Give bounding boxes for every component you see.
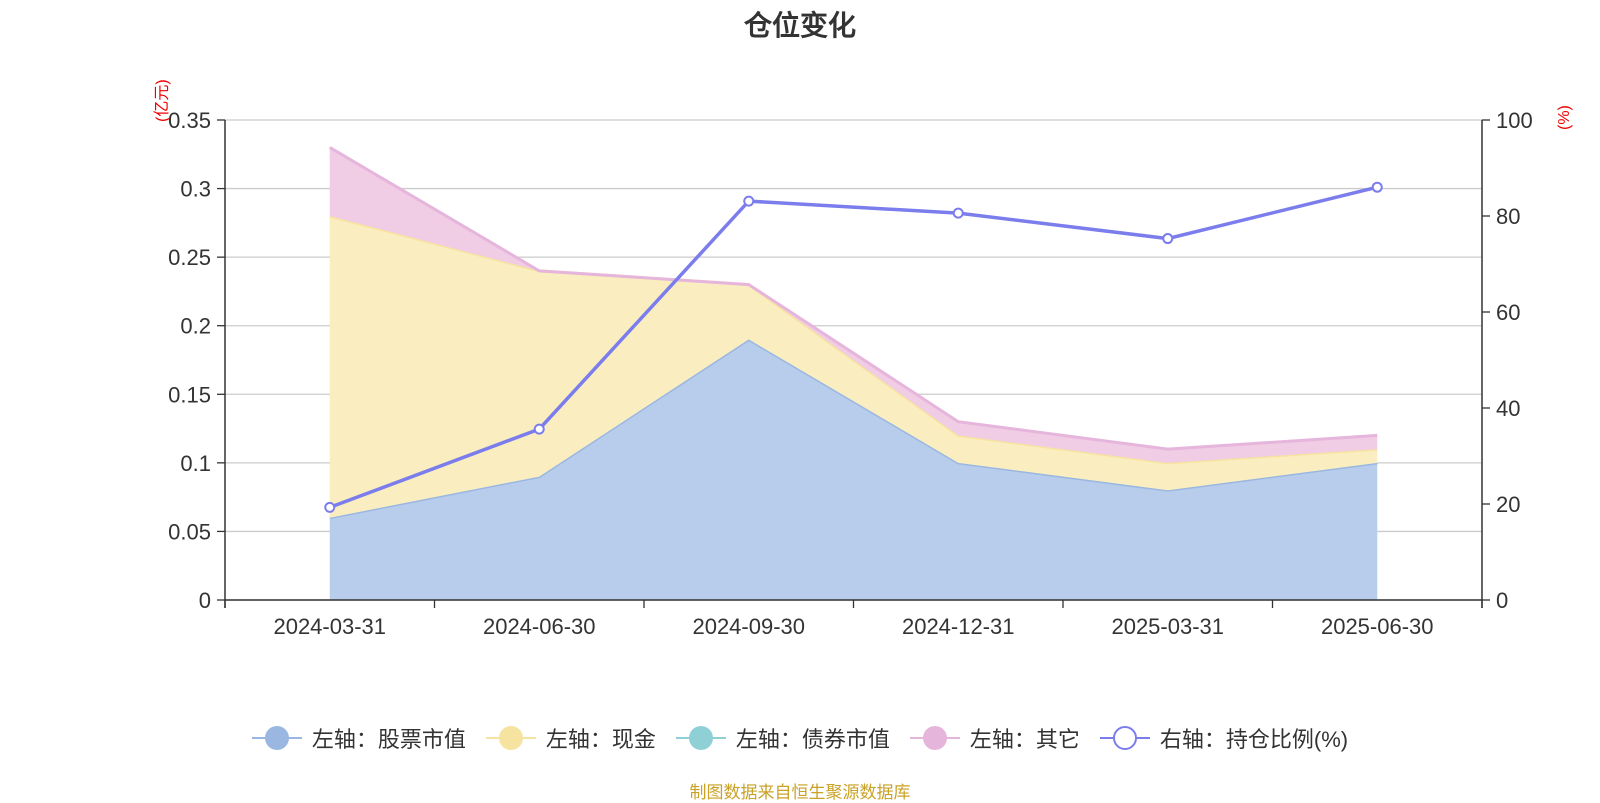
legend-item[interactable]: 左轴：股票市值 <box>251 722 466 754</box>
legend-item[interactable]: 左轴：其它 <box>909 722 1080 754</box>
line-series-ratio <box>329 185 1378 509</box>
right-tick-label: 60 <box>1496 300 1520 325</box>
legend-swatch-icon <box>675 724 726 752</box>
left-tick-label: 0.05 <box>168 519 211 544</box>
area-series-0 <box>329 339 1378 600</box>
right-tick-label: 40 <box>1496 396 1520 421</box>
ratio-point <box>743 195 755 207</box>
legend-label: 左轴：股票市值 <box>311 727 466 752</box>
x-tick-label: 2025-06-30 <box>1321 614 1434 639</box>
legend-item[interactable]: 左轴：现金 <box>485 722 656 754</box>
legend-item[interactable]: 左轴：债券市值 <box>675 722 890 754</box>
legend-label: 右轴：持仓比例(%) <box>1159 727 1349 752</box>
left-tick-label: 0.2 <box>180 314 211 339</box>
right-tick-label: 20 <box>1496 492 1520 517</box>
legend-label: 左轴：债券市值 <box>735 727 890 752</box>
left-tick-label: 0.15 <box>168 382 211 407</box>
legend-swatch-icon <box>251 724 302 752</box>
ratio-point <box>533 423 545 435</box>
area-line-series-3 <box>328 146 1378 451</box>
right-tick-label: 100 <box>1496 108 1533 133</box>
legend-swatch-icon <box>1099 724 1150 752</box>
chart-title: 仓位变化 <box>743 10 856 41</box>
left-tick-label: 0 <box>199 588 211 613</box>
legend-swatch-icon <box>909 724 960 752</box>
source-note: 制图数据来自恒生聚源数据库 <box>689 783 911 802</box>
x-tick-label: 2024-12-31 <box>902 614 1015 639</box>
legend-label: 左轴：其它 <box>969 727 1080 752</box>
ratio-point <box>324 501 336 513</box>
left-tick-label: 0.35 <box>168 108 211 133</box>
ratio-point <box>1371 181 1383 193</box>
legend-item[interactable]: 右轴：持仓比例(%) <box>1099 722 1349 754</box>
ratio-point <box>1162 233 1174 245</box>
right-tick-label: 80 <box>1496 204 1520 229</box>
legend-swatch-icon <box>485 724 536 752</box>
area-series-1 <box>329 216 1378 518</box>
x-tick-label: 2024-09-30 <box>692 614 805 639</box>
left-tick-label: 0.1 <box>180 451 211 476</box>
legend-label: 左轴：现金 <box>545 727 656 752</box>
chart-legend: 左轴：股票市值 左轴：现金 左轴：债券市值 左轴：其它 右轴：持仓比例(%) <box>0 722 1600 754</box>
x-tick-label: 2024-06-30 <box>483 614 596 639</box>
right-tick-label: 0 <box>1496 588 1508 613</box>
x-tick-label: 2025-03-31 <box>1111 614 1224 639</box>
ratio-point <box>952 207 964 219</box>
left-tick-label: 0.25 <box>168 245 211 270</box>
left-tick-label: 0.3 <box>180 177 211 202</box>
x-tick-label: 2024-03-31 <box>273 614 386 639</box>
